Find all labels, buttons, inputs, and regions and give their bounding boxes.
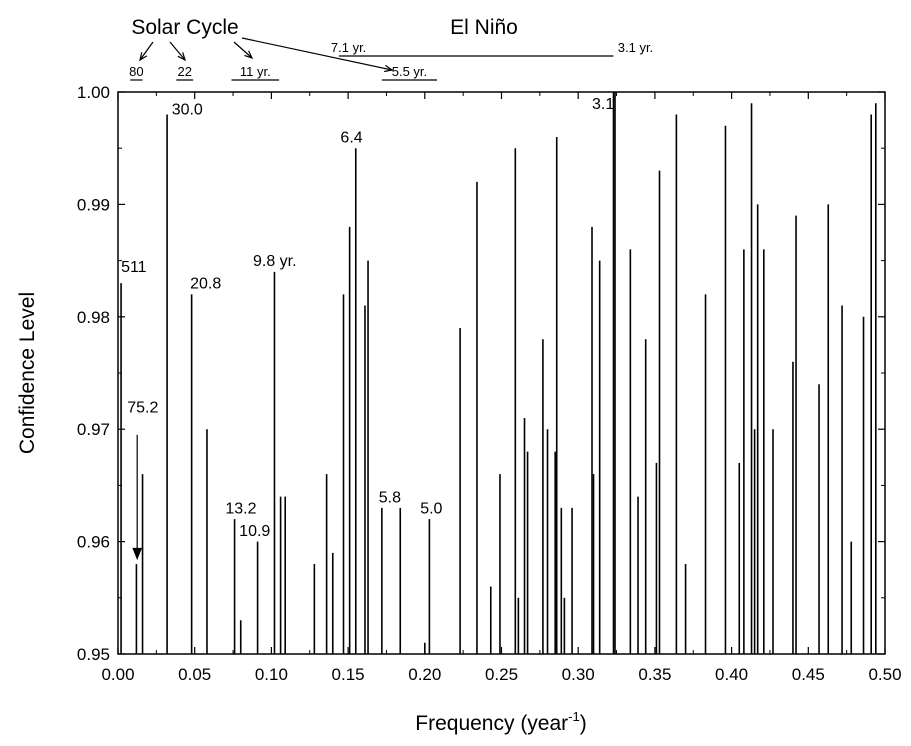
y-tick-label-5: 1.00	[77, 83, 110, 102]
y-tick-label-4: 0.99	[77, 195, 110, 214]
peak-label-7: 6.4	[340, 130, 362, 147]
solar-cycle-label: Solar Cycle	[131, 16, 238, 39]
solar-cycle-arrow-head-0	[139, 52, 148, 62]
peak-annotations: 511 75.2 30.0 20.8 13.2 10.9 9.8 yr. 6.4 5.8 5.0 3…	[121, 96, 614, 540]
solar-cycle-arrow-head-3	[384, 64, 394, 73]
peak-label-2: 30.0	[172, 101, 203, 118]
y-axis-ticks: 0.95 0.96 0.97 0.98 0.99 1.00	[77, 83, 885, 664]
solar-cycle-arrow-1	[169, 41, 186, 61]
period-label-4: 7.1 yr.	[331, 40, 366, 55]
peak-label-3: 20.8	[190, 276, 221, 293]
period-label-3: 5.5 yr.	[392, 64, 427, 79]
y-tick-label-1: 0.96	[77, 533, 110, 552]
plot-frame	[117, 91, 886, 655]
period-label-1: 22	[177, 64, 191, 79]
solar-cycle-arrow-3	[241, 37, 393, 71]
x-tick-label-0: 0.00	[101, 665, 134, 684]
x-tick-label-8: 0.40	[715, 665, 748, 684]
x-tick-label-3: 0.15	[332, 665, 365, 684]
peak-label-6: 9.8 yr.	[253, 253, 297, 270]
x-tick-label-6: 0.30	[562, 665, 595, 684]
x-axis-label-main: Frequency (year	[415, 712, 568, 735]
y-tick-label-3: 0.98	[77, 308, 110, 327]
callout-arrows	[132, 37, 394, 561]
period-end-label-4: 3.1 yr.	[618, 40, 653, 55]
peak-label-0: 511	[121, 259, 147, 276]
y-tick-label-0: 0.95	[77, 645, 110, 664]
period-label-2: 11 yr.	[240, 64, 271, 79]
arrow-75-2-head	[132, 547, 143, 561]
solar-cycle-arrow-head-2	[244, 50, 254, 60]
peak-label-9: 5.0	[420, 501, 442, 518]
x-tick-label-7: 0.35	[638, 665, 671, 684]
x-axis-ticks: 0.00 0.05 0.10 0.15 0.20 0.25 0.30 0.35 0.40 0.45…	[101, 92, 902, 684]
x-tick-label-1: 0.05	[178, 665, 211, 684]
solar-cycle-arrow-2	[233, 41, 253, 59]
solar-cycle-arrow-0	[139, 41, 154, 61]
period-label-0: 80	[129, 64, 143, 79]
el-nino-label: El Niño	[450, 16, 518, 39]
peak-label-4: 13.2	[225, 501, 256, 518]
spectral-lines	[120, 92, 877, 654]
solar-cycle-arrow-head-1	[177, 52, 186, 62]
peak-label-10: 3.1	[592, 96, 614, 113]
peak-label-8: 5.8	[379, 489, 401, 506]
peak-label-5: 10.9	[239, 523, 270, 540]
y-tick-label-2: 0.97	[77, 420, 110, 439]
x-tick-label-4: 0.20	[408, 665, 441, 684]
x-axis-label: Frequency (year-1)	[415, 709, 586, 735]
peak-label-1: 75.2	[127, 399, 158, 416]
y-axis-label: Confidence Level	[16, 292, 39, 454]
x-tick-label-10: 0.50	[868, 665, 901, 684]
x-tick-label-5: 0.25	[485, 665, 518, 684]
x-axis-label-superscript: -1	[568, 709, 580, 724]
x-axis-label-suffix: )	[580, 712, 587, 735]
x-tick-label-9: 0.45	[792, 665, 825, 684]
x-tick-label-2: 0.10	[255, 665, 288, 684]
period-markers: 80 22 11 yr. 5.5 yr. 7.1 yr. 3.1 yr.	[129, 40, 653, 81]
